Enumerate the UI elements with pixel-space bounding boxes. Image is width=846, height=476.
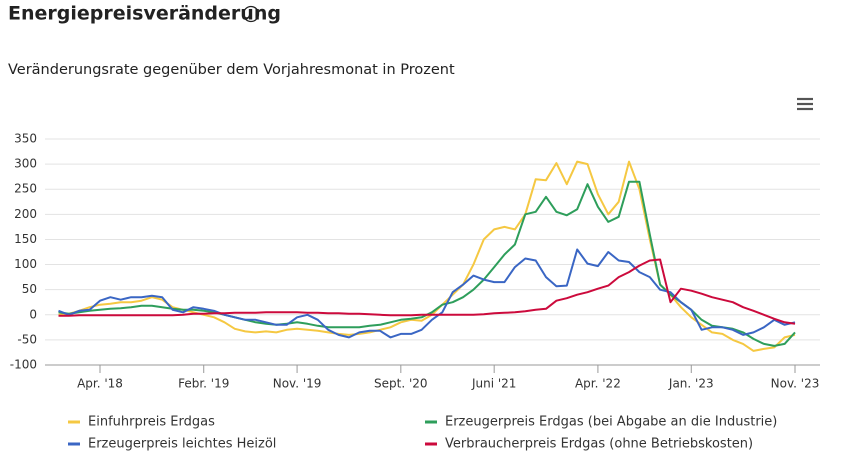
chart-subtitle: Veränderungsrate gegenüber dem Vorjahres… xyxy=(8,62,455,78)
x-tick-label: Jan. '23 xyxy=(668,377,714,391)
line-series xyxy=(58,258,796,325)
info-icon[interactable] xyxy=(242,5,260,23)
x-tick-label: Nov. '19 xyxy=(273,377,322,391)
y-tick-label: 100 xyxy=(14,257,37,271)
legend-label: Erzeugerpreis leichtes Heizöl xyxy=(88,437,276,452)
y-tick-label: 200 xyxy=(14,207,37,221)
y-tick-label: 300 xyxy=(14,157,37,171)
x-tick-label: Sept. '20 xyxy=(374,377,428,391)
menu-button[interactable] xyxy=(796,96,814,112)
line-series xyxy=(58,160,796,352)
legend-label: Verbraucherpreis Erdgas (ohne Betriebsko… xyxy=(445,437,753,452)
y-tick-label: 150 xyxy=(14,232,37,246)
y-tick-label: -50 xyxy=(17,332,37,346)
legend-label: Einfuhrpreis Erdgas xyxy=(88,415,215,430)
y-tick-label: 350 xyxy=(14,132,37,146)
x-tick-label: Juni '21 xyxy=(471,377,516,391)
line-series xyxy=(58,180,796,347)
legend-label: Erzeugerpreis Erdgas (bei Abgabe an die … xyxy=(445,415,777,430)
y-tick-label: -100 xyxy=(10,358,37,372)
x-tick-label: Febr. '19 xyxy=(178,377,229,391)
x-tick-label: Apr. '22 xyxy=(575,377,621,391)
y-tick-label: 0 xyxy=(29,307,37,321)
line-series xyxy=(58,248,796,339)
y-tick-label: 50 xyxy=(22,282,37,296)
x-tick-label: Apr. '18 xyxy=(77,377,123,391)
x-tick-label: Nov. '23 xyxy=(771,377,820,391)
y-tick-label: 250 xyxy=(14,182,37,196)
chart-title: Energiepreisveränderung xyxy=(8,3,281,25)
